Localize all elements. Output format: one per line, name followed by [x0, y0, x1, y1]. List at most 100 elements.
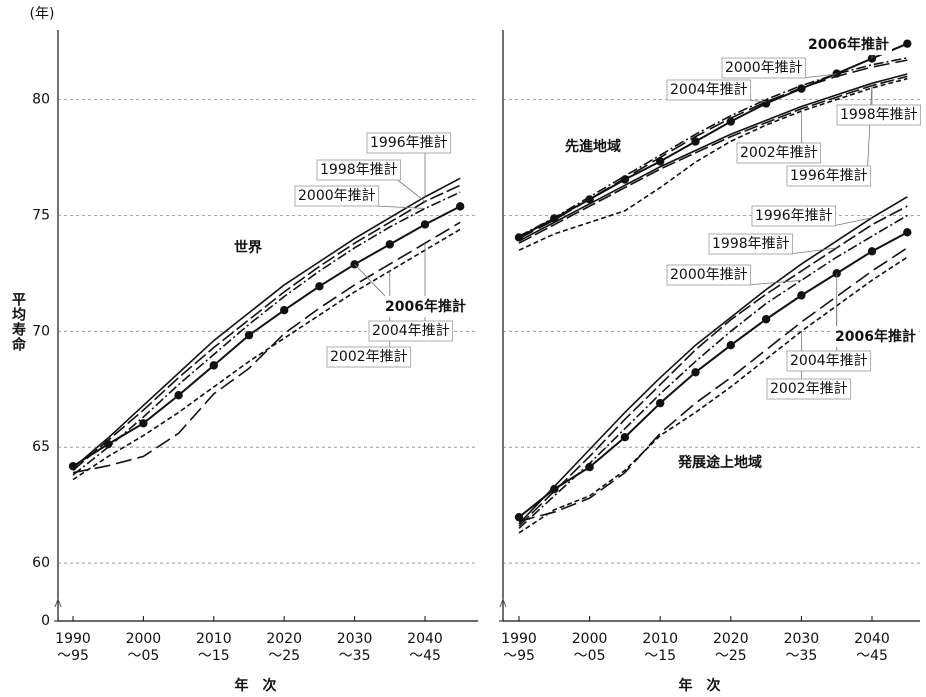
x-axis-label: 年 次	[679, 677, 721, 694]
x-tick-label: 2000 ～05	[125, 631, 162, 664]
point	[867, 247, 877, 256]
point	[550, 484, 559, 494]
label-box	[736, 142, 822, 164]
point	[68, 461, 78, 471]
series-label: 1998年推計	[320, 162, 398, 178]
x-tick-label: 1990 ～95	[501, 631, 537, 664]
label-box	[666, 264, 752, 286]
series-line	[72, 184, 461, 471]
group-label: 発展途上地域	[677, 454, 762, 471]
point	[691, 368, 700, 377]
series-label: 2006年推計	[385, 298, 466, 315]
y-unit: (年)	[30, 6, 55, 22]
series-label: 2000年推計	[725, 60, 803, 76]
point	[385, 240, 394, 249]
label-box	[368, 320, 454, 342]
series-line	[72, 205, 461, 468]
label-box	[708, 233, 794, 255]
point	[514, 233, 524, 242]
point	[280, 306, 289, 315]
series-label: 2004年推計	[372, 323, 450, 339]
point	[832, 269, 841, 278]
x-tick-label: 2020 ～25	[266, 631, 302, 664]
series-label: 2004年推計	[790, 353, 868, 369]
x-tick-label: 2030 ～35	[783, 631, 820, 664]
series-line	[518, 75, 908, 244]
x-tick-label: 2030 ～35	[336, 631, 373, 664]
label-box	[294, 185, 380, 207]
x-tick-label: 2020 ～25	[712, 631, 749, 664]
series-line	[518, 57, 908, 237]
label-box	[786, 165, 872, 187]
y-tick-label: 0	[41, 613, 50, 629]
series-label: 2002年推計	[740, 145, 818, 161]
label-box	[832, 326, 919, 347]
point	[104, 439, 113, 449]
series-line	[72, 191, 461, 476]
point	[691, 137, 700, 146]
series-line	[72, 221, 461, 474]
series-line	[518, 77, 908, 251]
series-label: 2006年推計	[808, 36, 889, 53]
series-label: 2002年推計	[770, 381, 848, 397]
label-box	[366, 132, 452, 154]
y-tick-label: 65	[32, 439, 50, 455]
point	[620, 175, 630, 184]
point	[209, 361, 218, 370]
axis-break	[54, 597, 62, 608]
series-label: 1996年推計	[370, 135, 448, 151]
x-axis-label: 年 次	[235, 677, 277, 694]
leader-line	[747, 279, 802, 286]
leader-line	[354, 264, 386, 297]
series-label: 2002年推計	[330, 349, 408, 365]
series-line	[518, 214, 908, 529]
point	[620, 433, 630, 442]
point	[315, 282, 324, 291]
point	[550, 214, 559, 223]
series-label: 1996年推計	[755, 208, 833, 224]
point	[726, 117, 735, 126]
series-label: 1998年推計	[712, 236, 790, 252]
label-box	[751, 205, 837, 227]
point	[656, 157, 665, 166]
leader-line	[397, 179, 426, 202]
point	[797, 84, 806, 93]
series-line	[518, 73, 908, 242]
group-label: 世界	[234, 239, 263, 256]
label-box	[721, 57, 807, 79]
point	[456, 202, 465, 211]
label-box	[786, 350, 872, 372]
series-label: 2000年推計	[298, 188, 376, 204]
series-line	[518, 42, 908, 239]
series-label: 2006年推計	[835, 328, 916, 345]
label-box	[805, 34, 892, 55]
series-line	[518, 247, 908, 523]
point	[174, 391, 183, 400]
series-label: 1998年推計	[840, 107, 918, 123]
leader-line	[789, 247, 837, 255]
y-tick-label: 75	[32, 207, 50, 223]
point	[585, 462, 594, 472]
x-tick-label: 2010 ～15	[195, 631, 232, 664]
point	[726, 341, 735, 350]
group-label: 先進地域	[565, 138, 621, 155]
point	[761, 99, 771, 108]
x-tick-label: 2040 ～45	[854, 631, 890, 664]
series-label: 2000年推計	[670, 267, 748, 283]
point	[656, 398, 665, 408]
label-box	[666, 79, 752, 101]
point	[761, 315, 771, 324]
point	[797, 291, 806, 300]
leader-line	[832, 217, 873, 227]
series-line	[518, 196, 908, 525]
series-line	[518, 256, 908, 534]
point	[903, 39, 912, 48]
leader-line	[802, 73, 837, 79]
series-line	[72, 228, 461, 481]
label-box	[382, 296, 469, 317]
point	[585, 195, 594, 204]
point	[832, 69, 841, 78]
y-axis-label: 平均寿命	[10, 292, 26, 352]
axis-break	[499, 597, 507, 608]
